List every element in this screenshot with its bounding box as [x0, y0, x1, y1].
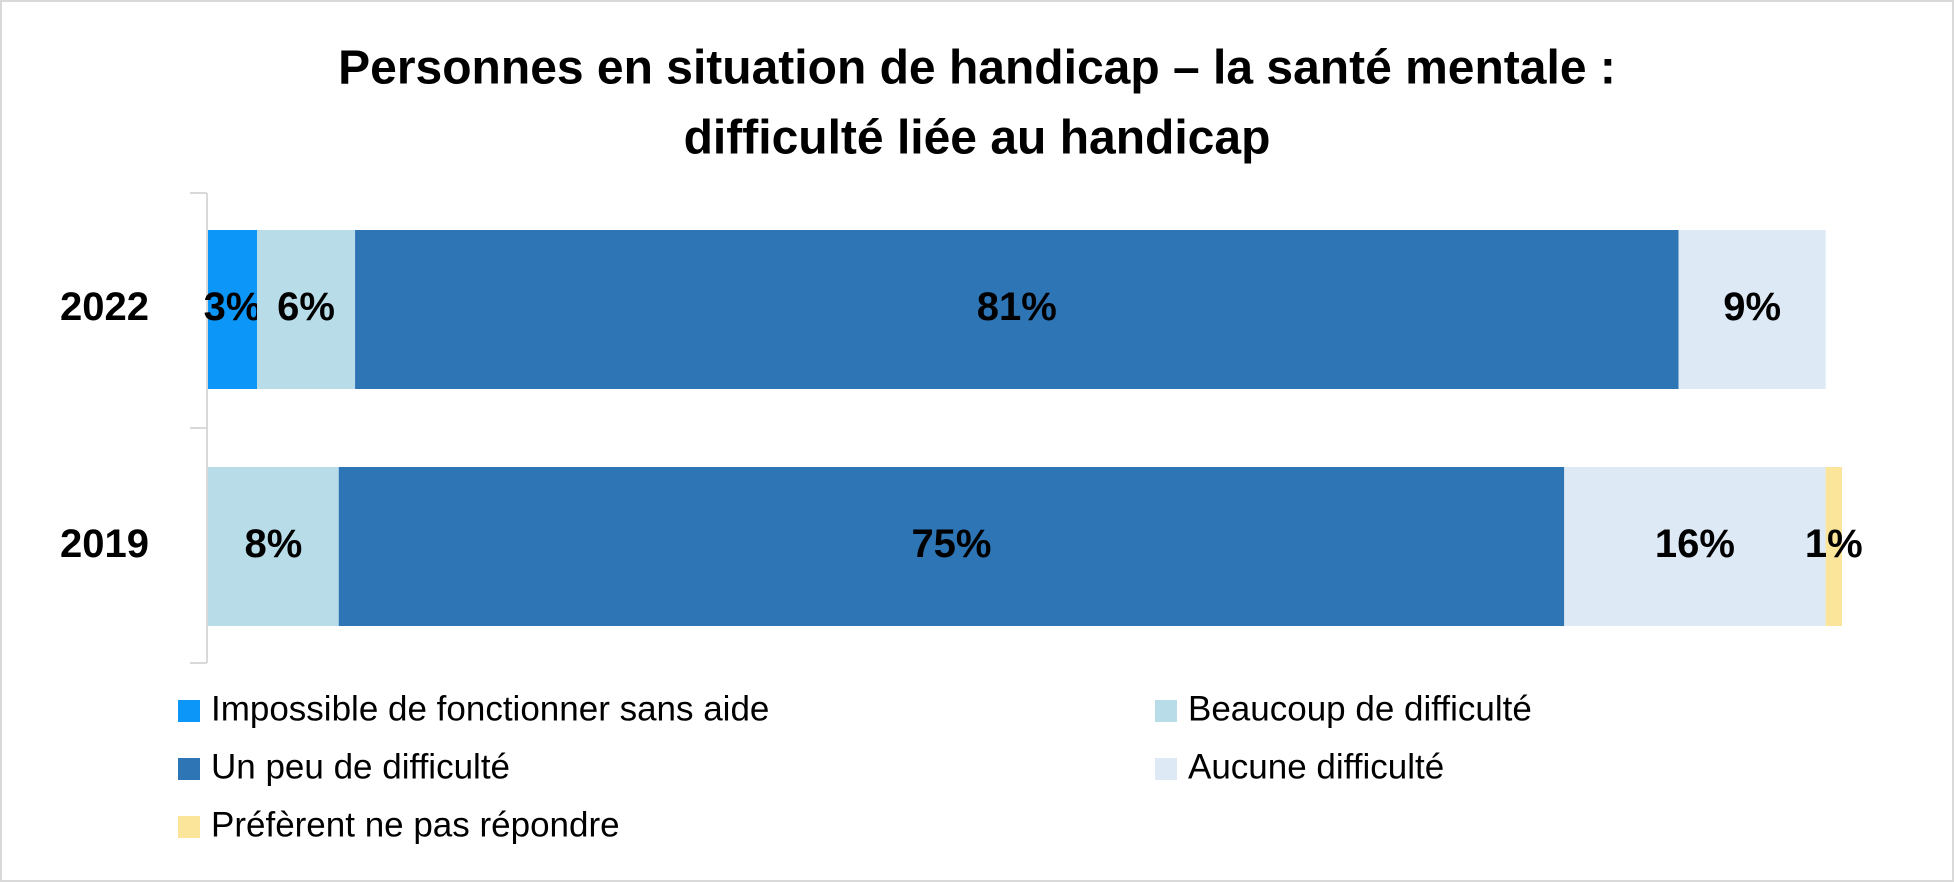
legend-label: Préfèrent ne pas répondre — [211, 805, 620, 844]
data-label: 75% — [911, 522, 991, 566]
bar-segment — [338, 467, 1565, 626]
legend-marker — [1155, 700, 1177, 722]
legend-marker — [178, 816, 200, 838]
bar-segment — [1678, 230, 1826, 389]
data-label: 81% — [977, 285, 1057, 329]
data-label: 9% — [1723, 285, 1781, 329]
data-label: 3% — [204, 285, 262, 329]
bar-segment — [257, 230, 356, 389]
chart-title: Personnes en situation de handicap – la … — [338, 42, 1616, 95]
legend-label: Impossible de fonctionner sans aide — [211, 689, 769, 728]
legend-label: Aucune difficulté — [1188, 747, 1444, 786]
legend-label: Beaucoup de difficulté — [1188, 689, 1532, 728]
y-tick-label: 2022 — [60, 285, 149, 329]
chart-title: difficulté liée au handicap — [684, 112, 1271, 165]
legend-marker — [1155, 758, 1177, 780]
legend-marker — [178, 700, 200, 722]
data-label: 1% — [1805, 522, 1863, 566]
legend-label: Un peu de difficulté — [211, 747, 510, 786]
data-label: 6% — [277, 285, 335, 329]
data-label: 8% — [244, 522, 302, 566]
data-label: 16% — [1655, 522, 1735, 566]
legend-marker — [178, 758, 200, 780]
bar-segment — [355, 230, 1679, 389]
y-tick-label: 2019 — [60, 522, 149, 566]
bar-segment — [1825, 467, 1842, 626]
bar-segment — [208, 467, 339, 626]
bar-segment — [1564, 467, 1826, 626]
bar-segment — [208, 230, 258, 389]
